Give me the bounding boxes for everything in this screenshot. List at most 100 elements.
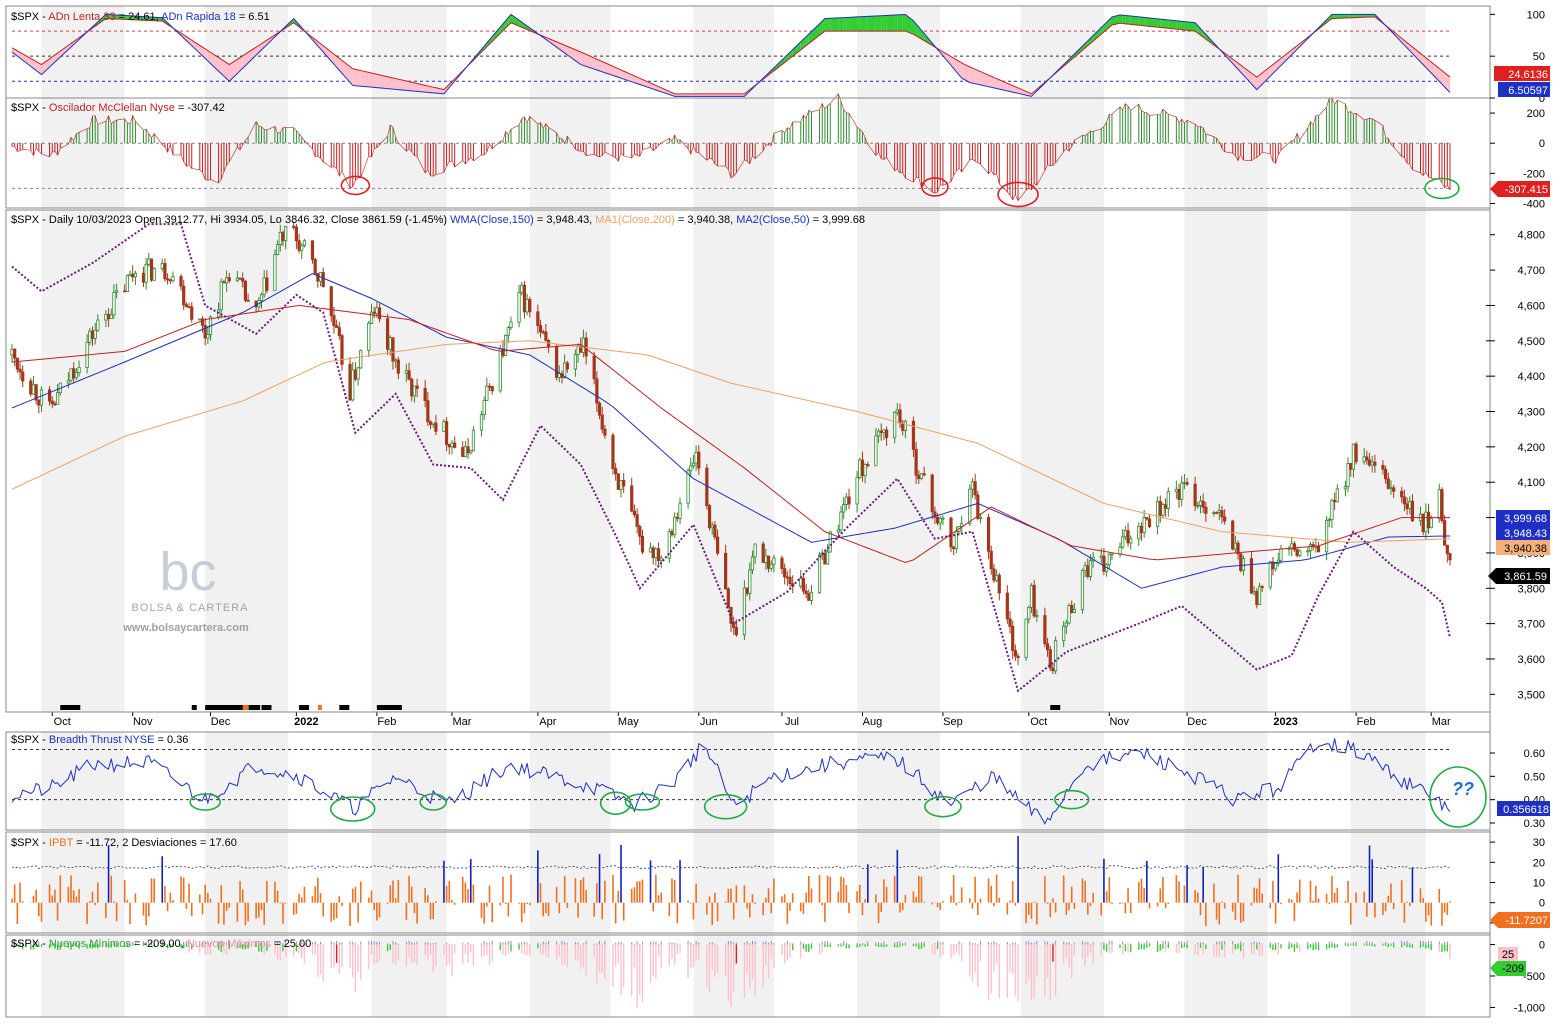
adn-fill-pink: [731, 93, 734, 97]
candle-body: [498, 348, 502, 392]
candle-body: [901, 422, 905, 431]
adn-fill-pink: [1431, 62, 1440, 82]
event-marker: [299, 705, 310, 710]
adn-fill-green: [154, 17, 163, 22]
adn-fill-pink: [564, 45, 568, 55]
candle-body: [764, 555, 768, 563]
adn-fill-green: [806, 34, 809, 46]
adn-fill-green: [1348, 14, 1351, 18]
adn-fill-pink: [991, 76, 994, 88]
candle-body: [989, 550, 993, 570]
candle-body: [469, 450, 473, 454]
tag-adn-slow-box: [1494, 66, 1550, 81]
candle-body: [1316, 546, 1321, 553]
adn-fill-green: [822, 18, 825, 34]
event-marker: [60, 705, 81, 710]
adn-fill-pink: [942, 51, 951, 66]
adn-fill-green: [1353, 14, 1357, 18]
candle-body: [284, 225, 288, 242]
candle-body: [1330, 499, 1334, 521]
candle-body: [431, 422, 435, 425]
adn-fill-green: [1181, 21, 1185, 30]
adn-fill-pink: [433, 87, 436, 94]
candle-body: [340, 335, 344, 365]
tick-label: 30: [1533, 837, 1545, 849]
candle-body: [1429, 518, 1433, 529]
adn-fill-green: [897, 14, 901, 32]
tick-label: 0: [1539, 898, 1545, 910]
candle-body: [860, 459, 865, 477]
adn-fill-pink: [1254, 75, 1257, 90]
adn-fill-green: [1141, 17, 1145, 26]
candle-body: [600, 414, 604, 430]
adn-fill-pink: [358, 69, 361, 87]
tick-label: -500: [1523, 971, 1545, 983]
adn-fill-green: [843, 17, 847, 32]
candle-body: [1142, 517, 1146, 534]
adn-fill-pink: [379, 74, 388, 89]
month-band: [529, 832, 611, 933]
candle-body: [369, 311, 374, 324]
candle-body: [259, 293, 264, 301]
candle-body: [761, 543, 765, 563]
candle-body: [1201, 500, 1205, 508]
tag-ma200-box: [1496, 540, 1550, 555]
candle-body: [351, 369, 355, 401]
candle-body: [619, 480, 623, 490]
candle-body: [592, 355, 596, 380]
candle-body: [479, 414, 484, 431]
adn-fill-green: [857, 16, 860, 32]
ma200-line: [11, 340, 1451, 543]
adn-fill-green: [800, 39, 804, 50]
adn-fill-pink: [223, 61, 227, 79]
candle-body: [836, 529, 840, 533]
tick-label: 4,400: [1517, 371, 1545, 383]
candle-body: [1193, 483, 1197, 507]
candle-body: [879, 430, 883, 433]
candle-body: [713, 524, 717, 538]
tag-ma50: 3,999.68: [1504, 513, 1547, 525]
adn-fill-pink: [548, 38, 557, 48]
candle-body: [1145, 517, 1149, 520]
candle-body: [689, 465, 693, 472]
thrust-circle: [329, 796, 376, 822]
adn-fill-pink: [1412, 46, 1421, 62]
adn-fill-pink: [596, 59, 600, 71]
adn-fill-pink: [728, 93, 731, 97]
month-label: Feb: [377, 716, 396, 728]
candle-body: [1367, 459, 1372, 466]
candle-body: [93, 329, 97, 339]
event-marker: [339, 705, 350, 710]
month-band: [857, 98, 941, 208]
adn-fill-pink: [395, 78, 399, 90]
adn-fill-pink: [639, 78, 643, 86]
candle-body: [300, 245, 304, 251]
adn-fill-pink: [975, 69, 978, 85]
candle-body: [573, 353, 577, 370]
adn-fill-pink: [561, 44, 565, 53]
candle-body: [53, 403, 57, 406]
tag-thrust-box: [1497, 801, 1550, 816]
adn-fill-green: [878, 15, 882, 32]
adn-fill-pink: [374, 73, 377, 88]
candle-body: [595, 378, 599, 404]
adn-fill-green: [124, 15, 128, 20]
adn-slow-line: [11, 16, 1451, 95]
candle-body: [785, 576, 789, 579]
adn-fill-pink: [661, 87, 670, 95]
candle-body: [141, 272, 146, 283]
candle-body: [1029, 584, 1034, 608]
candle-body: [356, 367, 360, 380]
mcclellan-circle: [340, 175, 371, 196]
candle-body: [1008, 618, 1012, 627]
adn-fill-pink: [387, 76, 391, 89]
month-label: May: [618, 716, 639, 728]
candle-body: [88, 330, 92, 343]
tag-minimos-box: [1490, 961, 1526, 976]
candle-body: [726, 588, 730, 608]
adn-fill-pink: [390, 77, 393, 90]
candle-body: [654, 548, 658, 558]
candle-body: [504, 334, 508, 356]
candle-body: [1389, 487, 1393, 490]
adn-fill-pink: [237, 57, 241, 74]
